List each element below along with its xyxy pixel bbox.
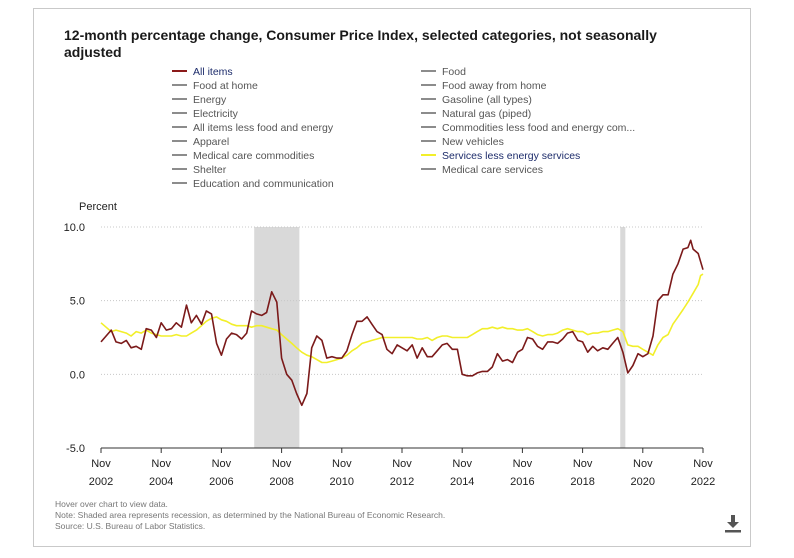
legend-label: Electricity [193,108,238,121]
x-tick-label: Nov [452,458,472,470]
x-tick-label: Nov [212,458,232,470]
legend-item[interactable]: Medical care services [421,163,543,177]
download-icon[interactable] [722,513,744,535]
x-tick-label: Nov [693,458,713,470]
legend-item[interactable]: Energy [172,93,226,107]
legend-label: Food [442,66,466,79]
legend-label: Services less energy services [442,150,581,163]
legend-swatch [172,168,187,171]
chart-title: 12-month percentage change, Consumer Pri… [64,27,657,60]
legend-label: Shelter [193,164,227,177]
legend-swatch [421,126,436,129]
x-tick-label: Nov [91,458,111,470]
legend-label: Medical care services [442,164,543,177]
legend-item[interactable]: Gasoline (all types) [421,93,532,107]
x-tick-label: 2004 [149,476,173,488]
x-tick-label: 2014 [450,476,474,488]
x-tick-label: 2006 [209,476,233,488]
x-tick-label: Nov [513,458,533,470]
x-tick-label: 2008 [269,476,293,488]
legend-swatch [172,70,187,73]
legend-swatch [421,140,436,143]
legend-item[interactable]: Food at home [172,79,258,93]
legend-label: Gasoline (all types) [442,94,532,107]
y-axis-label: Percent [79,201,117,213]
legend-item[interactable]: All items [172,65,233,79]
source-note: Source: U.S. Bureau of Labor Statistics. [55,521,206,531]
legend-swatch [421,112,436,115]
legend-item[interactable]: Education and communication [172,177,334,191]
x-tick-label: Nov [573,458,593,470]
x-tick-label: 2012 [390,476,414,488]
x-tick-label: 2016 [510,476,534,488]
legend-item[interactable]: Apparel [172,135,229,149]
legend-label: Energy [193,94,227,107]
y-tick-label: 10.0 [64,222,85,234]
legend-item[interactable]: Commodities less food and energy com... [421,121,635,135]
legend-label: Medical care commodities [193,150,315,163]
legend-item[interactable]: Food away from home [421,79,546,93]
legend-swatch [172,140,187,143]
legend-label: Apparel [193,136,230,149]
legend-label: Food away from home [442,80,547,93]
legend-item[interactable]: Medical care commodities [172,149,314,163]
x-tick-label: Nov [633,458,653,470]
legend-label: New vehicles [442,136,504,149]
legend-swatch [172,98,187,101]
legend-label: Food at home [193,80,258,93]
y-tick-label: 5.0 [70,296,85,308]
legend-swatch [421,168,436,171]
legend-item[interactable]: Food [421,65,466,79]
recession-note: Note: Shaded area represents recession, … [55,510,446,520]
legend-item[interactable]: All items less food and energy [172,121,333,135]
legend-label: Commodities less food and energy com... [442,122,636,135]
legend-item[interactable]: New vehicles [421,135,504,149]
legend-swatch [421,70,436,73]
legend-swatch [421,98,436,101]
legend-swatch [421,154,436,157]
x-tick-label: 2022 [691,476,715,488]
legend-swatch [172,182,187,185]
series-line-all-items [100,239,704,407]
legend-swatch [172,126,187,129]
legend-swatch [172,154,187,157]
legend-swatch [421,84,436,87]
x-tick-label: 2010 [330,476,354,488]
chart-panel [33,8,751,547]
legend-item[interactable]: Electricity [172,107,238,121]
recession-band [620,227,626,448]
chart-notes: Hover over chart to view data. Note: Sha… [55,499,445,532]
y-tick-label: 0.0 [70,369,85,381]
series-line-services-less-energy [100,273,704,364]
legend-label: Education and communication [193,178,334,191]
legend-swatch [172,84,187,87]
legend-label: All items less food and energy [193,122,334,135]
legend-item[interactable]: Services less energy services [421,149,580,163]
x-tick-label: Nov [392,458,412,470]
x-tick-label: 2002 [89,476,113,488]
x-tick-label: Nov [272,458,292,470]
y-tick-label: -5.0 [66,443,85,455]
recession-band [254,227,300,448]
legend-item[interactable]: Natural gas (piped) [421,107,531,121]
x-tick-label: 2018 [570,476,594,488]
legend-swatch [172,112,187,115]
x-tick-label: Nov [332,458,352,470]
legend-label: Natural gas (piped) [442,108,532,121]
legend-label: All items [193,66,233,79]
x-tick-label: Nov [151,458,171,470]
legend-item[interactable]: Shelter [172,163,226,177]
x-tick-label: 2020 [631,476,655,488]
hover-hint: Hover over chart to view data. [55,499,168,509]
